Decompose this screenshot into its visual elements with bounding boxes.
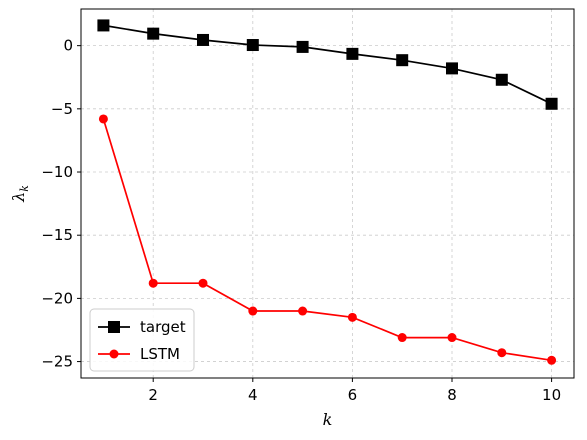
data-point-target bbox=[197, 33, 210, 46]
y-tick-label: −5 bbox=[51, 100, 73, 118]
y-axis-label-main: λ bbox=[9, 192, 28, 203]
y-axis-label: λk bbox=[9, 185, 31, 203]
data-point-lstm bbox=[98, 114, 108, 124]
data-point-lstm bbox=[198, 278, 208, 288]
y-tick-label: −20 bbox=[41, 289, 73, 307]
x-tick-label: 4 bbox=[248, 386, 258, 404]
y-tick-label: −10 bbox=[41, 163, 73, 181]
series-line-lstm bbox=[102, 118, 552, 362]
data-point-target bbox=[495, 73, 508, 86]
data-point-target bbox=[246, 39, 259, 52]
y-axis-label-subscript: k bbox=[18, 185, 31, 192]
data-point-target bbox=[296, 40, 309, 53]
legend-marker-lstm bbox=[109, 349, 119, 359]
data-point-target bbox=[346, 47, 359, 60]
data-point-lstm bbox=[298, 306, 308, 316]
x-axis-label: k bbox=[323, 410, 333, 429]
data-point-lstm bbox=[397, 333, 407, 343]
data-point-lstm bbox=[447, 333, 457, 343]
legend-marker-target bbox=[108, 321, 120, 333]
x-tick-label: 8 bbox=[447, 386, 457, 404]
data-point-target bbox=[545, 97, 558, 110]
data-point-target bbox=[97, 19, 110, 32]
x-tick-label: 10 bbox=[542, 386, 561, 404]
data-point-target bbox=[445, 62, 458, 75]
y-tick-label: 0 bbox=[63, 37, 73, 55]
y-tick-label: −25 bbox=[41, 353, 73, 371]
x-tick-label: 6 bbox=[348, 386, 358, 404]
x-tick-label: 2 bbox=[148, 386, 158, 404]
axis-ticks: 2 4 6 8 10 0 −5 −10 −15 −20 −25 bbox=[41, 37, 561, 404]
data-point-lstm bbox=[497, 348, 507, 358]
data-point-lstm bbox=[547, 355, 557, 365]
plot-frame bbox=[80, 8, 575, 379]
series-line-target bbox=[103, 24, 552, 105]
data-point-target bbox=[147, 27, 160, 40]
legend: target LSTM bbox=[89, 308, 195, 372]
data-point-lstm bbox=[148, 278, 158, 288]
legend-label-lstm: LSTM bbox=[140, 345, 180, 363]
series-layer bbox=[97, 19, 558, 365]
y-tick-label: −15 bbox=[41, 226, 73, 244]
data-point-lstm bbox=[347, 312, 357, 322]
data-point-target bbox=[396, 54, 409, 67]
data-point-lstm bbox=[248, 306, 258, 316]
legend-label-target: target bbox=[140, 318, 186, 336]
